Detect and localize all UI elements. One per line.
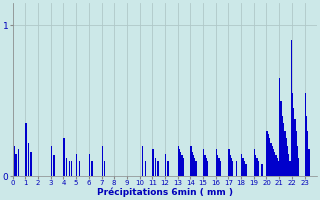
Bar <box>273 149 274 176</box>
Bar <box>157 161 159 176</box>
Bar <box>287 146 288 176</box>
Bar <box>63 138 65 176</box>
Bar <box>183 158 184 176</box>
Bar <box>179 149 180 176</box>
Bar <box>245 164 246 176</box>
Bar <box>228 149 230 176</box>
Bar <box>192 152 193 176</box>
Bar <box>280 101 282 176</box>
Bar <box>269 138 270 176</box>
Bar <box>28 143 29 176</box>
Bar <box>231 158 232 176</box>
Bar <box>66 158 67 176</box>
Bar <box>236 161 237 176</box>
Bar <box>207 161 208 176</box>
Bar <box>297 146 298 176</box>
Bar <box>18 149 19 176</box>
Bar <box>244 161 245 176</box>
Bar <box>30 152 32 176</box>
Bar <box>178 146 179 176</box>
Bar <box>25 123 27 176</box>
Bar <box>230 155 231 176</box>
Bar <box>101 146 103 176</box>
Bar <box>204 155 205 176</box>
Bar <box>267 131 268 176</box>
Bar <box>274 152 275 176</box>
Bar <box>268 134 269 176</box>
Bar <box>193 155 194 176</box>
Bar <box>284 131 285 176</box>
Bar <box>217 155 218 176</box>
Bar <box>242 158 244 176</box>
Bar <box>190 146 192 176</box>
Bar <box>278 161 279 176</box>
Bar <box>155 158 156 176</box>
Bar <box>296 131 297 176</box>
Bar <box>298 158 300 176</box>
Bar <box>68 161 70 176</box>
Bar <box>104 161 105 176</box>
Bar <box>276 158 278 176</box>
Bar <box>145 161 146 176</box>
Bar <box>15 154 17 176</box>
Bar <box>216 149 217 176</box>
Bar <box>203 149 204 176</box>
Bar <box>306 116 307 176</box>
Bar <box>218 158 220 176</box>
Bar <box>289 161 291 176</box>
Bar <box>14 146 15 176</box>
Bar <box>256 158 258 176</box>
Bar <box>181 155 183 176</box>
Bar <box>194 158 196 176</box>
Bar <box>76 154 77 176</box>
Bar <box>283 123 284 176</box>
Bar <box>165 154 166 176</box>
Bar <box>51 146 52 176</box>
Bar <box>307 131 308 176</box>
Bar <box>285 138 287 176</box>
Bar <box>241 154 242 176</box>
Bar <box>305 93 306 176</box>
Bar <box>279 78 280 176</box>
Bar <box>288 154 289 176</box>
Bar <box>152 149 154 176</box>
X-axis label: Précipitations 6min ( mm ): Précipitations 6min ( mm ) <box>97 188 233 197</box>
Bar <box>71 161 72 176</box>
Bar <box>79 161 80 176</box>
Bar <box>308 149 310 176</box>
Bar <box>220 161 221 176</box>
Bar <box>293 108 294 176</box>
Bar <box>272 146 273 176</box>
Bar <box>246 164 247 176</box>
Bar <box>89 154 90 176</box>
Bar <box>180 152 181 176</box>
Bar <box>196 161 197 176</box>
Bar <box>270 143 272 176</box>
Bar <box>167 161 169 176</box>
Bar <box>292 93 293 176</box>
Bar <box>258 161 259 176</box>
Bar <box>205 158 207 176</box>
Bar <box>255 155 256 176</box>
Bar <box>261 164 263 176</box>
Bar <box>53 155 55 176</box>
Bar <box>294 119 296 176</box>
Bar <box>232 161 234 176</box>
Bar <box>291 40 292 176</box>
Bar <box>254 149 255 176</box>
Bar <box>282 116 283 176</box>
Bar <box>275 155 276 176</box>
Bar <box>142 146 143 176</box>
